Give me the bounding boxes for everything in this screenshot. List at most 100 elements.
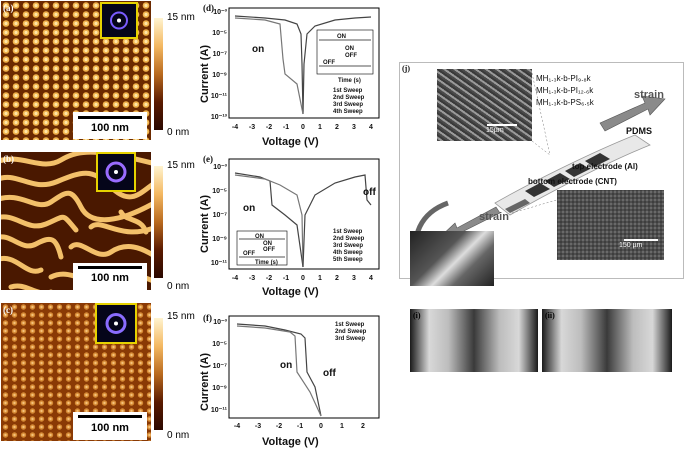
annotation-on-f: on	[280, 360, 292, 371]
svg-text:10⁻⁵: 10⁻⁵	[212, 188, 227, 195]
svg-text:2nd Sweep: 2nd Sweep	[335, 329, 367, 335]
scalebar-line-c	[78, 415, 142, 418]
iv-curves-f	[236, 323, 322, 417]
curve-positive-branch-d	[302, 16, 372, 115]
bottom-electrode-strip	[505, 199, 530, 213]
curve-on-branch-d	[234, 15, 304, 115]
svg-text:0: 0	[301, 275, 305, 282]
svg-text:10⁻³: 10⁻³	[213, 164, 227, 171]
photo-stretch-i	[410, 309, 538, 372]
colorbar-bottom-b: 0 nm	[167, 281, 190, 292]
polymer-label-2: MH₁.₃k-b-PI₁₂.₆k	[536, 86, 594, 95]
svg-text:ON: ON	[345, 46, 354, 52]
svg-text:1st Sweep: 1st Sweep	[335, 322, 365, 328]
svg-text:3rd Sweep: 3rd Sweep	[335, 336, 365, 342]
panel-letter-b: (b)	[3, 154, 14, 164]
plot-letter-e: (e)	[203, 154, 213, 164]
svg-text:2: 2	[361, 423, 365, 430]
polymer-label-3: MH₁.₃k-b-PS₆.₅k	[536, 98, 594, 107]
svg-text:10⁻⁷: 10⁻⁷	[213, 363, 227, 370]
iv-plot-f: 10⁻³ 10⁻⁵ 10⁻⁷ 10⁻⁹ 10⁻¹¹ -4 -3 -2 -1 0 …	[211, 315, 380, 430]
colorbar-top-a: 15 nm	[167, 12, 195, 23]
svg-text:10⁻¹³: 10⁻¹³	[211, 114, 228, 121]
annotation-on-d: on	[252, 44, 264, 55]
svg-text:2: 2	[335, 124, 339, 131]
svg-text:-3: -3	[249, 275, 255, 282]
svg-text:4: 4	[369, 275, 373, 282]
colorbar-bottom-c: 0 nm	[167, 430, 190, 441]
svg-text:0: 0	[319, 423, 323, 430]
svg-text:10⁻⁷: 10⁻⁷	[213, 51, 227, 58]
svg-text:10⁻⁵: 10⁻⁵	[212, 30, 227, 37]
svg-text:0: 0	[301, 124, 305, 131]
svg-text:10⁻³: 10⁻³	[213, 9, 227, 16]
annotation-off-f: off	[323, 368, 336, 379]
iv-plot-d: 10⁻³ 10⁻⁵ 10⁻⁷ 10⁻⁹ 10⁻¹¹ 10⁻¹³ -4 -3 -2…	[211, 7, 380, 131]
xlabel-f: Voltage (V)	[262, 436, 319, 448]
svg-text:10⁻⁹: 10⁻⁹	[212, 236, 227, 243]
curve-off-branch-d	[234, 17, 304, 115]
yticks-f: 10⁻³ 10⁻⁵ 10⁻⁷ 10⁻⁹ 10⁻¹¹	[211, 319, 228, 414]
svg-text:-3: -3	[249, 124, 255, 131]
panel-letter-c: (c)	[3, 305, 13, 315]
svg-text:OFF: OFF	[263, 247, 275, 253]
photo-stretch-ii	[542, 309, 672, 372]
svg-text:1: 1	[318, 124, 322, 131]
xticks-d: -4 -3 -2 -1 0 1 2 3 4	[232, 124, 373, 131]
svg-text:Time (s): Time (s)	[255, 260, 278, 266]
annotation-off-e: off	[363, 187, 376, 198]
legend-d: 1st Sweep 2nd Sweep 3rd Sweep 4th Sweep	[333, 88, 365, 115]
svg-text:4th Sweep: 4th Sweep	[333, 250, 363, 256]
svg-text:-1: -1	[297, 423, 303, 430]
svg-text:1: 1	[340, 423, 344, 430]
sem-scalebar-bottom-line	[624, 239, 658, 241]
svg-text:-4: -4	[234, 423, 240, 430]
fft-inset-b	[96, 152, 136, 192]
svg-text:10⁻⁵: 10⁻⁵	[212, 341, 227, 348]
sem-image-top	[437, 69, 532, 141]
svg-text:-4: -4	[232, 275, 238, 282]
strain-label-top: strain	[634, 89, 664, 101]
svg-text:3rd Sweep: 3rd Sweep	[333, 102, 363, 108]
svg-text:10⁻¹¹: 10⁻¹¹	[211, 407, 228, 414]
xticks-f: -4 -3 -2 -1 0 1 2	[234, 423, 365, 430]
svg-text:10⁻¹¹: 10⁻¹¹	[211, 93, 228, 100]
svg-text:3rd Sweep: 3rd Sweep	[333, 243, 363, 249]
svg-text:ON: ON	[255, 234, 264, 240]
colorbar-c	[154, 318, 163, 430]
fft-inset-c	[95, 303, 137, 344]
pdms-label: PDMS	[626, 126, 653, 136]
legend-f: 1st Sweep 2nd Sweep 3rd Sweep	[335, 322, 367, 342]
svg-text:1st Sweep: 1st Sweep	[333, 88, 363, 94]
callout-lines	[511, 72, 561, 214]
svg-text:-1: -1	[283, 275, 289, 282]
sem-scalebar-top-label: 15µm	[486, 127, 504, 134]
xlabel-e: Voltage (V)	[262, 286, 319, 298]
yticks-e: 10⁻³ 10⁻⁵ 10⁻⁷ 10⁻⁹ 10⁻¹¹	[211, 164, 228, 267]
svg-text:-2: -2	[266, 275, 272, 282]
scalebar-label-a: 100 nm	[91, 122, 129, 134]
svg-text:10⁻³: 10⁻³	[213, 319, 227, 326]
bottom-electrode-label: bottom electrode (CNT)	[528, 177, 617, 186]
svg-text:10⁻⁹: 10⁻⁹	[212, 385, 227, 392]
svg-text:2nd Sweep: 2nd Sweep	[333, 236, 365, 242]
scalebar-line-a	[78, 116, 142, 119]
panel-letter-a: (a)	[3, 3, 14, 13]
svg-text:-2: -2	[266, 124, 272, 131]
svg-text:3: 3	[352, 124, 356, 131]
svg-text:2nd Sweep: 2nd Sweep	[333, 95, 365, 101]
svg-text:-2: -2	[276, 423, 282, 430]
strain-label-bottom: strain	[479, 211, 509, 223]
svg-text:10⁻⁷: 10⁻⁷	[213, 212, 227, 219]
svg-text:4: 4	[369, 124, 373, 131]
panel-letter-j: (j)	[402, 64, 410, 73]
sem-image-bottom	[557, 190, 664, 260]
inset-d: ON OFF ON OFF Time (s)	[316, 29, 374, 84]
inset-e: ON OFF OFF ON Time (s)	[236, 230, 288, 266]
svg-text:OFF: OFF	[323, 60, 335, 66]
colorbar-top-c: 15 nm	[167, 311, 195, 322]
scalebar-label-c: 100 nm	[91, 422, 129, 434]
plot-letter-d: (d)	[203, 3, 214, 13]
top-electrodes	[525, 153, 610, 197]
svg-text:2: 2	[335, 275, 339, 282]
